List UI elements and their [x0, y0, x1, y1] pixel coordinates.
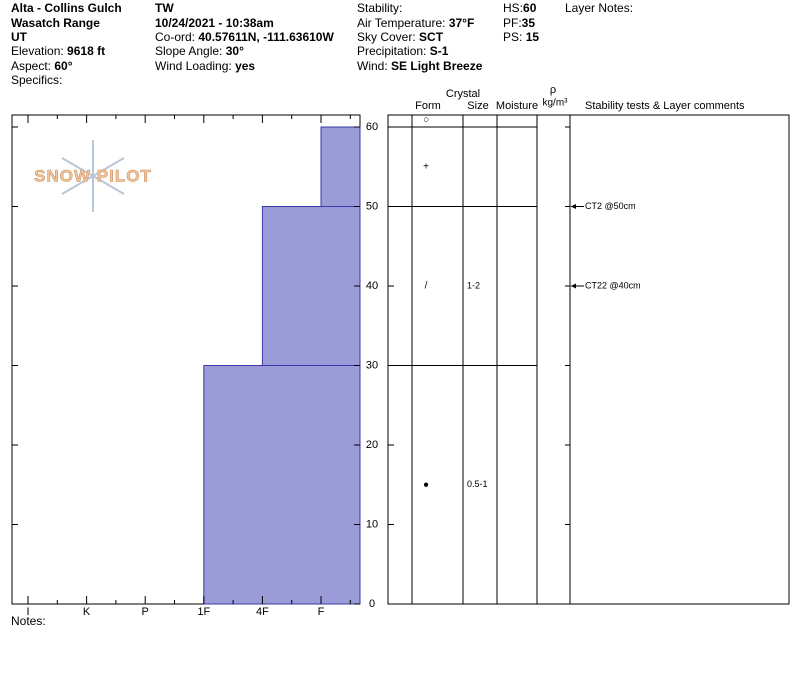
y-tick-label: 40 — [366, 280, 378, 292]
header-state: UT — [11, 30, 28, 44]
grain-form: / — [425, 281, 428, 292]
header-stability: Stability: — [357, 1, 402, 15]
grain-size: 0.5-1 — [467, 479, 488, 489]
header-datetime: 10/24/2021 - 10:38am — [155, 16, 274, 30]
header-precip: Precipitation: S-1 — [357, 44, 449, 58]
col-comments: Stability tests & Layer comments — [585, 100, 745, 112]
col-rho: ρ — [550, 84, 556, 96]
header-sky: Sky Cover: SCT — [357, 30, 444, 44]
header-ps: PS: 15 — [503, 30, 539, 44]
hardness-bar — [320, 126, 361, 207]
ps-value: 15 — [526, 30, 540, 44]
hardness-bar — [203, 365, 361, 605]
test-label: CT22 @40cm — [585, 280, 641, 290]
pf-value: 35 — [522, 16, 536, 30]
notes: Notes: — [11, 614, 46, 628]
header-range: Wasatch Range — [11, 16, 100, 30]
x-tick-label: 4F — [256, 606, 269, 618]
sky-label: Sky Cover: — [357, 30, 416, 44]
x-tick-label: 1F — [197, 606, 210, 618]
ps-label: PS: — [503, 30, 522, 44]
air_temp-label: Air Temperature: — [357, 16, 445, 30]
x-tick-label: F — [318, 606, 325, 618]
wind_loading-label: Wind Loading: — [155, 59, 232, 73]
header-hs: HS:60 — [503, 1, 537, 15]
wind-label: Wind: — [357, 59, 388, 73]
pf-label: PF: — [503, 16, 522, 30]
test-arrowhead — [571, 283, 576, 289]
col-size: Size — [467, 100, 488, 112]
hs-value: 60 — [523, 1, 537, 15]
sky-value: SCT — [419, 30, 444, 44]
header-pf: PF:35 — [503, 16, 535, 30]
wind-value: SE Light Breeze — [391, 59, 483, 73]
layer-frame — [387, 114, 790, 605]
air_temp-value: 37°F — [449, 16, 474, 30]
header-coord: Co-ord: 40.57611N, -111.63610W — [155, 30, 334, 44]
elevation-value: 9618 ft — [67, 44, 105, 58]
col-moisture: Moisture — [496, 100, 538, 112]
col-crystal: Crystal — [446, 88, 480, 100]
coord-value: 40.57611N, -111.63610W — [198, 30, 334, 44]
y-tick-label: 0 — [369, 598, 375, 610]
x-tick-label: K — [83, 606, 91, 618]
header-specifics: Specifics: — [11, 73, 62, 87]
grain-form: + — [423, 161, 429, 172]
header-location: Alta - Collins Gulch — [11, 1, 122, 15]
hardness-bar — [261, 206, 361, 366]
grain-form: ○ — [423, 115, 429, 126]
test-label: CT2 @50cm — [585, 201, 636, 211]
header-elevation: Elevation: 9618 ft — [11, 44, 105, 58]
aspect-label: Aspect: — [11, 59, 51, 73]
col-density-unit: kg/m³ — [543, 98, 569, 109]
coord-label: Co-ord: — [155, 30, 195, 44]
header-wind_loading: Wind Loading: yes — [155, 59, 255, 73]
header-slope: Slope Angle: 30° — [155, 44, 244, 58]
snowflake-logo — [61, 140, 125, 212]
wind_loading-value: yes — [235, 59, 255, 73]
slope-label: Slope Angle: — [155, 44, 222, 58]
aspect-value: 60° — [54, 59, 72, 73]
y-tick-label: 10 — [366, 518, 378, 530]
x-tick-label: P — [142, 606, 149, 618]
slope-value: 30° — [226, 44, 244, 58]
test-arrowhead — [571, 204, 576, 209]
y-tick-label: 50 — [366, 200, 378, 212]
elevation-label: Elevation: — [11, 44, 64, 58]
y-tick-label: 60 — [366, 121, 378, 133]
precip-value: S-1 — [430, 44, 449, 58]
y-tick-label: 20 — [366, 439, 378, 451]
hs-label: HS: — [503, 1, 523, 15]
col-form: Form — [415, 100, 441, 112]
grain-size: 1-2 — [467, 280, 480, 290]
grain-form: ● — [423, 479, 429, 490]
header-layer_notes: Layer Notes: — [565, 1, 633, 15]
y-tick-label: 30 — [366, 359, 378, 371]
x-tick-label: I — [26, 606, 29, 618]
header-wind: Wind: SE Light Breeze — [357, 59, 483, 73]
watermark: SNOW PILOT — [34, 166, 152, 185]
header-observer: TW — [155, 1, 174, 15]
header-aspect: Aspect: 60° — [11, 59, 73, 73]
precip-label: Precipitation: — [357, 44, 426, 58]
column-lines — [411, 115, 571, 604]
header-air_temp: Air Temperature: 37°F — [357, 16, 474, 30]
